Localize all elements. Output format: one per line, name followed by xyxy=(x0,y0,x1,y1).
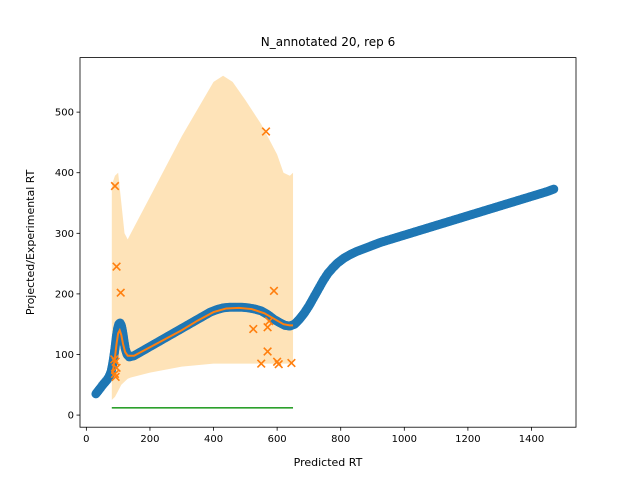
annotated-point-marker xyxy=(263,322,272,332)
annotated-point-marker xyxy=(109,354,119,364)
annotated-point-marker xyxy=(256,359,266,368)
annotated-point-marker xyxy=(263,347,272,356)
chart-title: N_annotated 20, rep 6 xyxy=(261,35,395,49)
x-tick-label: 1400 xyxy=(519,434,544,445)
annotated-point-marker xyxy=(110,181,120,191)
plot-area xyxy=(91,75,559,409)
x-tick-label: 200 xyxy=(140,434,159,445)
annotated-point-marker xyxy=(111,372,120,382)
y-axis: 0 100 200 300 400 500 xyxy=(55,108,80,422)
x-tick-label: 600 xyxy=(268,434,287,445)
x-tick-label: 800 xyxy=(331,434,350,445)
projection-point xyxy=(549,184,559,194)
annotated-point-marker xyxy=(112,262,121,272)
y-tick-label: 300 xyxy=(55,229,74,240)
x-axis: 0 200 400 600 800 1000 1200 1400 xyxy=(83,427,544,445)
annotated-point-marker xyxy=(269,286,279,296)
y-tick-label: 500 xyxy=(55,108,74,119)
plot-frame xyxy=(79,57,577,428)
annotated-point-marker xyxy=(287,358,296,368)
y-tick-label: 400 xyxy=(55,168,74,179)
y-axis-label: Projected/Experimental RT xyxy=(24,169,37,315)
annotated-point-marker xyxy=(248,324,258,334)
x-tick-label: 1200 xyxy=(455,434,480,445)
x-tick-label: 1000 xyxy=(392,434,417,445)
x-tick-label: 400 xyxy=(204,434,223,445)
y-tick-label: 200 xyxy=(55,289,74,300)
y-tick-label: 0 xyxy=(68,411,74,422)
x-axis-label: Predicted RT xyxy=(294,456,363,469)
annotated-point-marker xyxy=(274,359,284,369)
annotated-points xyxy=(109,127,296,382)
annotated-point-marker xyxy=(112,363,121,373)
fit-line xyxy=(110,306,294,375)
confidence-band xyxy=(111,75,294,400)
x-tick-label: 0 xyxy=(83,434,89,445)
annotated-point-marker xyxy=(264,316,274,326)
annotated-point-marker xyxy=(110,369,120,379)
annotated-point-marker xyxy=(116,288,126,298)
y-tick-label: 100 xyxy=(55,350,74,361)
annotated-point-marker xyxy=(261,127,271,136)
